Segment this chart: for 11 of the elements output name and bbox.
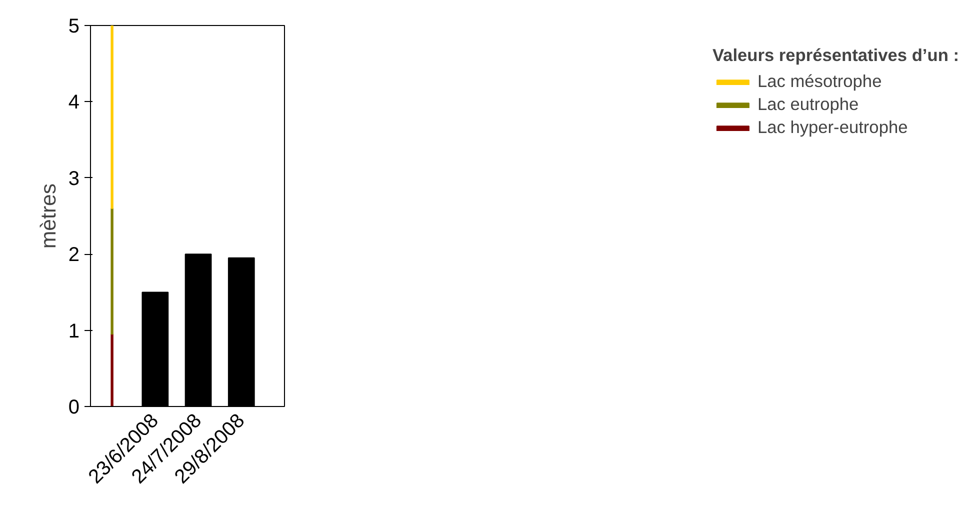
y-axis-title: mètres bbox=[36, 183, 60, 249]
legend-label: Lac eutrophe bbox=[757, 94, 859, 115]
y-tick-label: 2 bbox=[68, 244, 80, 266]
y-tick-label: 1 bbox=[68, 320, 80, 342]
legend-label: Lac hyper-eutrophe bbox=[757, 117, 908, 138]
legend-title: Valeurs représentatives d’un : bbox=[712, 45, 959, 66]
y-tick-label: 4 bbox=[68, 92, 80, 114]
y-tick-label: 5 bbox=[68, 16, 80, 38]
legend-label: Lac mésotrophe bbox=[757, 71, 882, 92]
y-tick-label: 0 bbox=[68, 396, 80, 418]
y-tick-label: 3 bbox=[68, 168, 80, 190]
